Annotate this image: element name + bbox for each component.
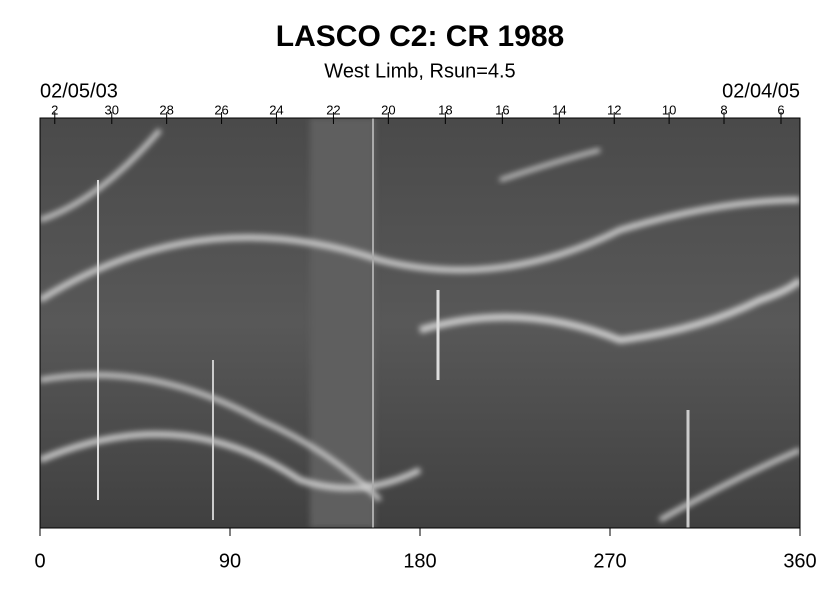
top-tick-label: 2 [51,102,58,117]
top-tick-label: 14 [552,102,566,117]
top-tick-label: 18 [438,102,452,117]
streak [40,197,800,303]
x-tick-label: 360 [783,550,816,572]
chart-subtitle: West Limb, Rsun=4.5 [324,60,515,82]
end-date: 02/04/05 [722,80,800,102]
streak [658,447,800,523]
image-background [40,118,800,528]
streak [40,431,422,491]
start-date: 02/05/03 [40,80,118,102]
top-tick-label: 12 [607,102,621,117]
top-tick-label: 16 [495,102,509,117]
streak [40,128,162,223]
top-tick-label: 30 [105,102,119,117]
top-tick-label: 6 [777,102,784,117]
streak [499,148,601,182]
top-tick-label: 28 [159,102,173,117]
noise-band [310,118,375,528]
x-tick-label: 0 [34,550,45,572]
x-tick-label: 180 [403,550,436,572]
x-tick-label: 270 [593,550,626,572]
top-tick-label: 24 [269,102,283,117]
top-tick-label: 10 [662,102,676,117]
top-tick-label: 8 [720,102,727,117]
streak [40,372,382,502]
streak [418,277,800,344]
x-tick-label: 90 [219,550,241,572]
top-tick-label: 20 [381,102,395,117]
top-tick-label: 22 [326,102,340,117]
top-tick-label: 26 [214,102,228,117]
synoptic-image [40,118,800,528]
chart-title: LASCO C2: CR 1988 [276,20,564,53]
